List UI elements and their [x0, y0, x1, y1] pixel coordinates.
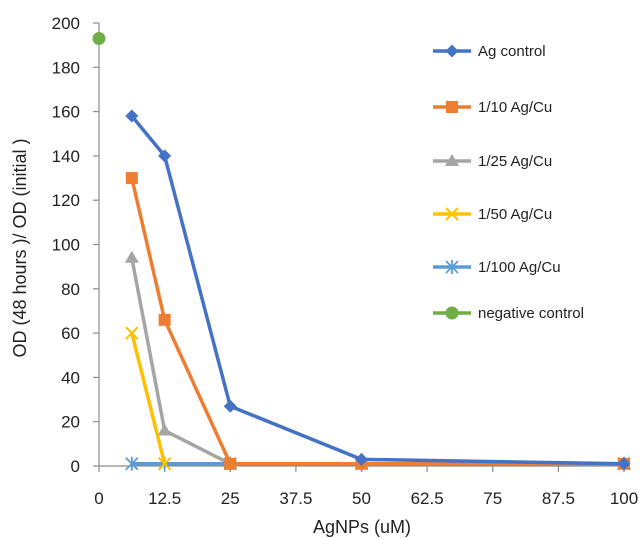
series-6	[92, 32, 106, 46]
y-tick-label: 120	[52, 191, 80, 210]
legend-swatch-marker	[445, 44, 459, 58]
data-point	[124, 250, 139, 263]
y-tick-label: 20	[61, 413, 80, 432]
data-point	[125, 326, 139, 340]
legend-entry: 1/25 Ag/Cu	[433, 153, 552, 170]
data-point	[157, 457, 172, 471]
series-1	[125, 109, 631, 471]
series-4	[125, 326, 172, 471]
data-point	[92, 32, 106, 46]
x-tick-label: 25	[221, 489, 240, 508]
y-tick-label: 180	[52, 58, 80, 77]
legend-entry: 1/100 Ag/Cu	[433, 259, 561, 276]
x-axis-title: AgNPs (uM)	[313, 517, 411, 537]
legend-label: 1/50 Ag/Cu	[478, 206, 552, 223]
x-tick-label: 37.5	[279, 489, 312, 508]
legend-label: negative control	[478, 305, 584, 322]
legend-entry: 1/10 Ag/Cu	[433, 99, 552, 116]
y-tick-label: 200	[52, 14, 80, 33]
legend-swatch-marker	[445, 207, 459, 221]
y-tick-label: 100	[52, 236, 80, 255]
x-tick-label: 0	[94, 489, 103, 508]
y-tick-label: 60	[61, 324, 80, 343]
x-tick-label: 50	[352, 489, 371, 508]
data-point	[224, 457, 237, 470]
x-tick-label: 12.5	[148, 489, 181, 508]
axes: 0 20 40 60 80 100 120 140 160 180 200 0 12.5 25 37.5 50…	[52, 14, 639, 508]
legend-entry: negative control	[433, 305, 584, 322]
y-tick-label: 40	[61, 368, 80, 387]
legend-swatch-marker	[446, 101, 458, 113]
series-line	[130, 332, 167, 465]
y-axis-title: OD (48 hours )/ OD (initial )	[10, 138, 30, 357]
data-point	[125, 109, 139, 123]
legend-entry: 1/50 Ag/Cu	[433, 206, 552, 223]
data-point	[617, 457, 631, 471]
data-point	[223, 399, 237, 413]
data-point	[158, 149, 172, 163]
legend-label: Ag control	[478, 43, 546, 60]
legend: Ag control 1/10 Ag/Cu 1/25 Ag/Cu 1/50 Ag/Cu…	[433, 43, 584, 322]
data-point	[355, 452, 368, 466]
data-point	[158, 313, 171, 326]
y-tick-label: 160	[52, 103, 80, 122]
data-point	[125, 172, 138, 185]
x-tick-label: 62.5	[411, 489, 444, 508]
x-tick-label: 75	[483, 489, 502, 508]
data-point	[157, 423, 172, 436]
x-tick-label: 87.5	[542, 489, 575, 508]
y-tick-label: 0	[71, 457, 80, 476]
series-line	[130, 257, 624, 466]
legend-label: 1/25 Ag/Cu	[478, 153, 552, 170]
legend-label: 1/10 Ag/Cu	[478, 99, 552, 116]
series-layer	[92, 32, 631, 471]
legend-entry: Ag control	[433, 43, 546, 60]
y-tick-label: 140	[52, 147, 80, 166]
data-point	[125, 456, 139, 471]
legend-swatch-marker	[445, 260, 459, 274]
series-3	[124, 250, 631, 469]
legend-label: 1/100 Ag/Cu	[478, 259, 561, 276]
legend-swatch-marker	[445, 154, 459, 166]
legend-swatch-marker	[445, 306, 459, 320]
y-tick-label: 80	[61, 280, 80, 299]
x-tick-label: 100	[610, 489, 638, 508]
